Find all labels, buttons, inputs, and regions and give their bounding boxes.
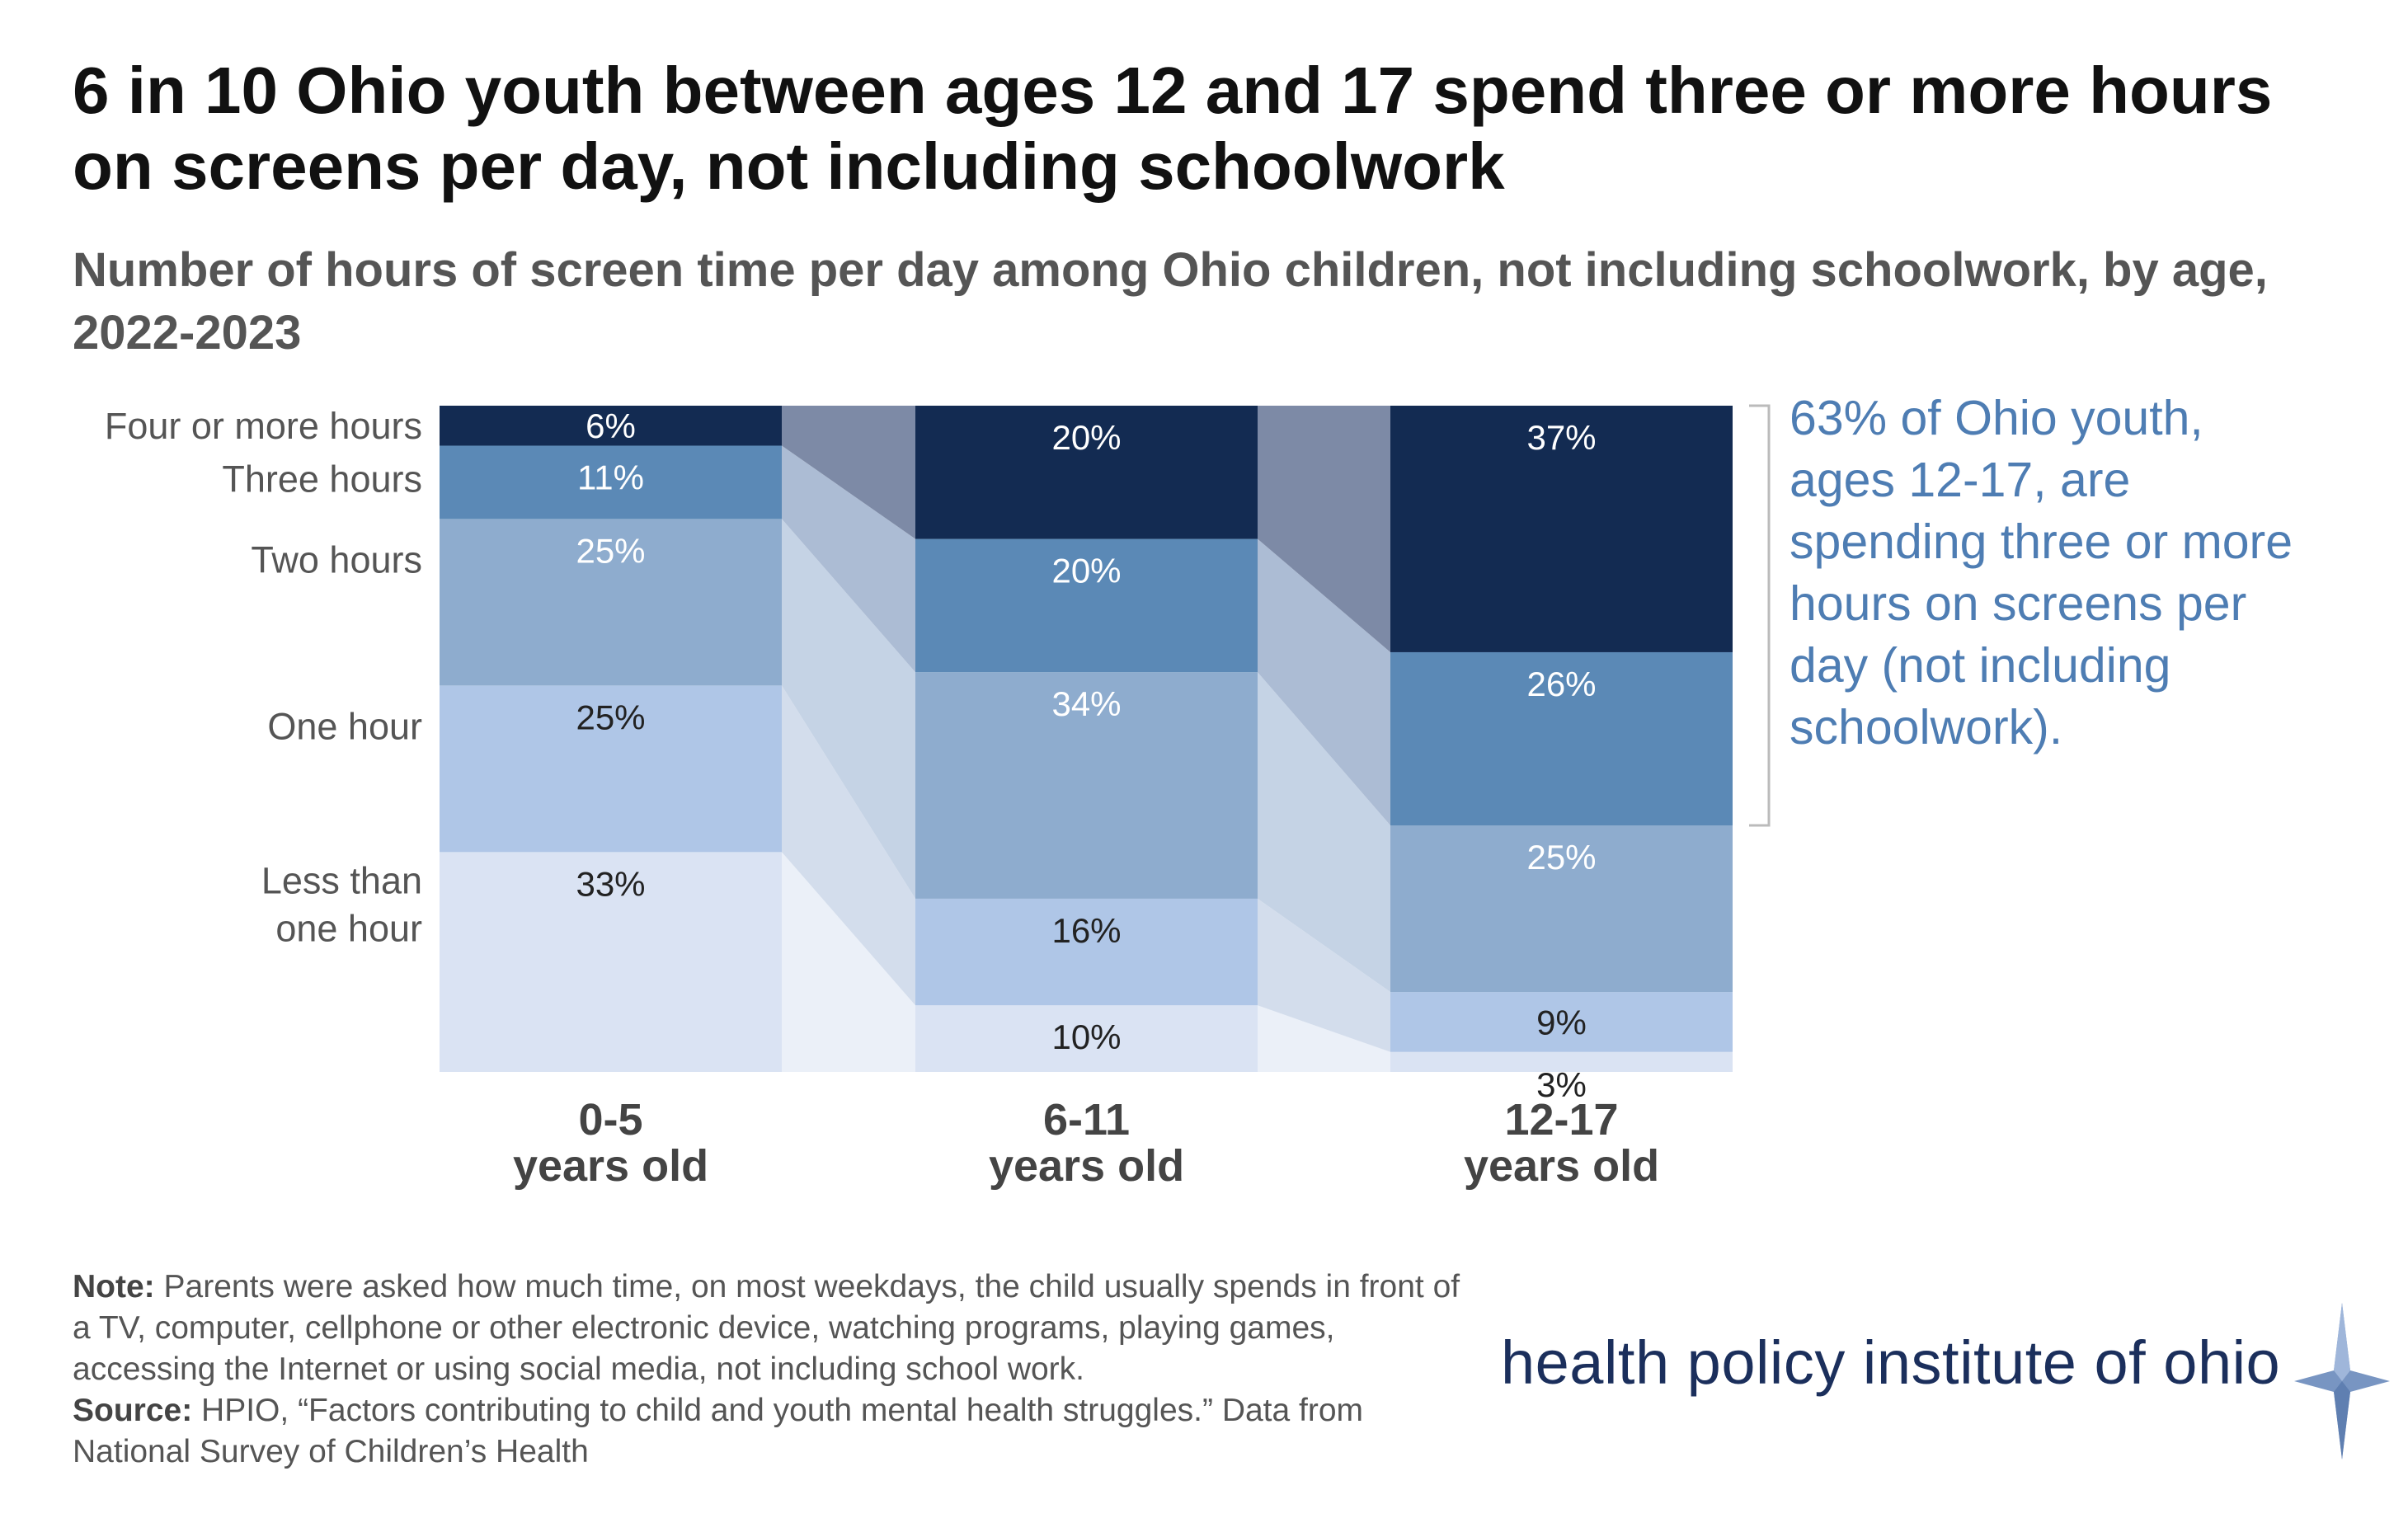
legend-label: Less than xyxy=(261,859,422,901)
bar-segment xyxy=(1390,406,1733,652)
data-label: 25% xyxy=(1526,838,1596,877)
connector-band xyxy=(1258,672,1390,993)
data-label: 37% xyxy=(1526,418,1596,457)
chart-title: 6 in 10 Ohio youth between ages 12 and 1… xyxy=(73,54,2273,203)
bar-segment xyxy=(915,672,1258,899)
bar-segment xyxy=(1390,1051,1733,1072)
bar-segment xyxy=(915,1005,1258,1072)
connector-layer xyxy=(782,406,1390,1072)
bar-segment xyxy=(915,538,1258,673)
legend-label: One hour xyxy=(267,705,422,747)
legend-label: Four or more hours xyxy=(105,405,422,447)
series-legend: Four or more hours Three hours Two hours On… xyxy=(105,405,422,949)
bar-segment xyxy=(440,852,782,1072)
bar-segment xyxy=(1390,825,1733,993)
data-label: 11% xyxy=(577,458,644,496)
category-label: 12-17 xyxy=(1504,1095,1618,1145)
legend-label: one hour xyxy=(275,907,422,949)
data-label: 10% xyxy=(1051,1018,1121,1056)
data-label: 25% xyxy=(576,698,645,736)
connector-band xyxy=(1258,538,1390,826)
category-label: years old xyxy=(1464,1141,1659,1191)
data-label: 6% xyxy=(586,407,636,445)
data-label: 20% xyxy=(1051,418,1121,457)
legend-label: Two hours xyxy=(251,538,422,580)
source-text: HPIO, “Factors contributing to child and… xyxy=(73,1393,1364,1469)
logo-text: health policy institute of ohio xyxy=(1501,1328,2281,1397)
callout-text: 63% of Ohio youth, ages 12-17, are spend… xyxy=(1790,391,2293,754)
chart-subtitle: Number of hours of screen time per day a… xyxy=(73,243,2268,360)
data-label: 26% xyxy=(1526,665,1596,703)
bar-segment xyxy=(440,519,782,686)
bar-segment xyxy=(915,406,1258,539)
category-label: 0-5 xyxy=(578,1095,642,1145)
compass-star-icon xyxy=(2294,1303,2390,1459)
connector-band xyxy=(782,685,915,1006)
hpio-logo: health policy institute of ohio xyxy=(1501,1303,2400,1468)
data-label: 16% xyxy=(1051,911,1121,950)
data-label: 9% xyxy=(1536,1003,1587,1041)
data-label: 34% xyxy=(1051,684,1121,723)
connector-band xyxy=(1258,898,1390,1052)
note-text: Parents were asked how much time, on mos… xyxy=(73,1269,1460,1387)
bar-segment xyxy=(440,685,782,853)
legend-label: Three hours xyxy=(222,458,422,500)
data-labels-layer: 33% 25% 25% 11% 6% 10% 16% 34% 20% 20% 3% 9% 25% 26% 3… xyxy=(576,407,1596,1104)
connector-band xyxy=(782,406,915,539)
connector-band xyxy=(1258,1005,1390,1072)
bars-layer xyxy=(440,406,1733,1072)
category-label: years old xyxy=(513,1141,708,1191)
bar-segment xyxy=(440,445,782,519)
connector-band xyxy=(1258,406,1390,652)
data-label: 25% xyxy=(576,531,645,570)
bar-segment xyxy=(1390,651,1733,826)
category-label: 6-11 xyxy=(1043,1095,1130,1145)
connector-band xyxy=(782,445,915,673)
source-label: Source: xyxy=(73,1393,193,1428)
bar-segment xyxy=(915,898,1258,1006)
callout-bracket xyxy=(1749,404,1771,827)
category-label: years old xyxy=(989,1141,1184,1191)
data-label: 3% xyxy=(1536,1065,1587,1104)
data-label: 33% xyxy=(576,864,645,903)
connector-band xyxy=(782,519,915,899)
stacked-bar-chart: 33% 25% 25% 11% 6% 10% 16% 34% 20% 20% 3% 9% 25% 26% 3… xyxy=(105,404,1771,1191)
note-label: Note: xyxy=(73,1269,155,1304)
note-block: Note: Parents were asked how much time, … xyxy=(73,1267,1474,1473)
bar-segment xyxy=(1390,992,1733,1052)
data-label: 20% xyxy=(1051,552,1121,590)
bar-segment xyxy=(440,406,782,446)
connector-band xyxy=(782,852,915,1072)
